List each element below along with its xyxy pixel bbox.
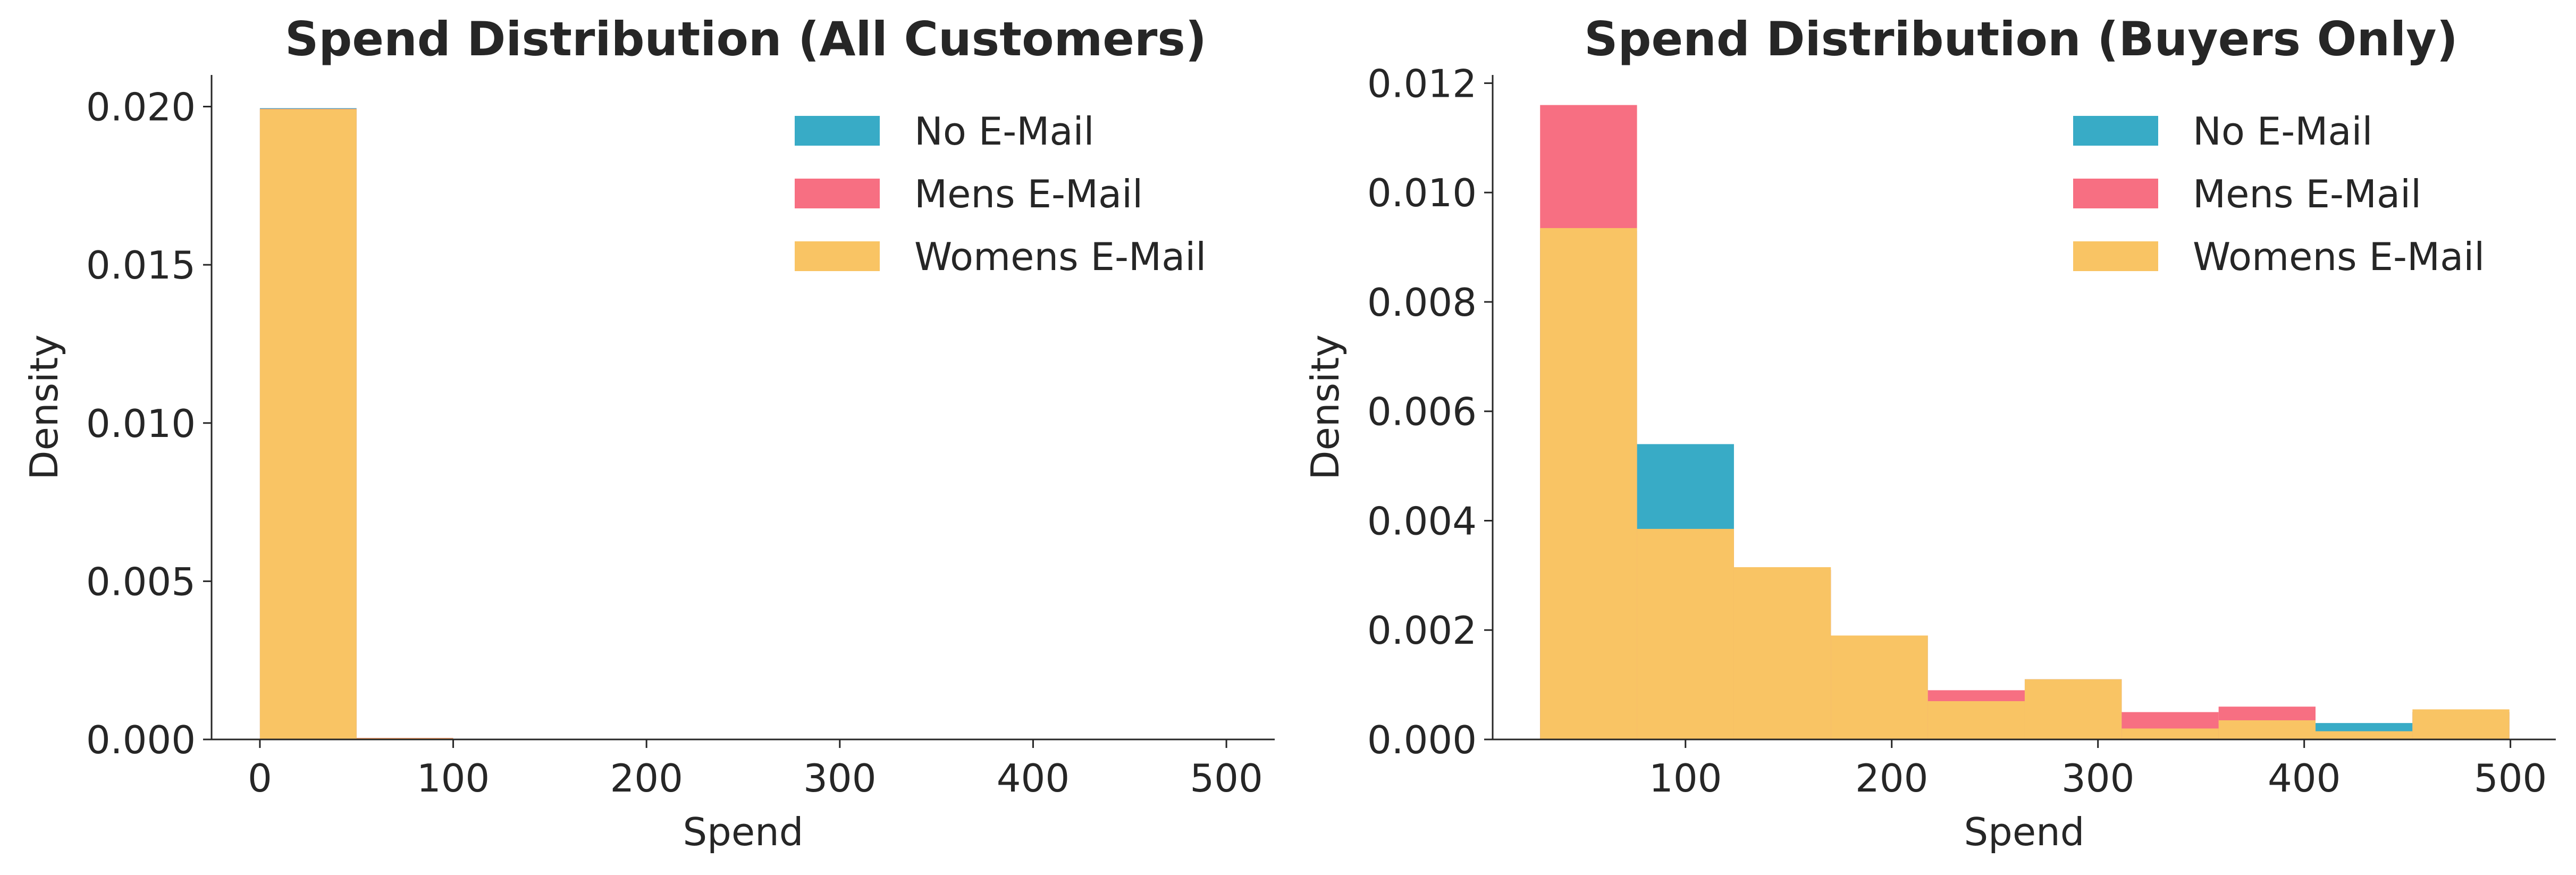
histogram-bar <box>1733 567 1831 739</box>
y-tick-label: 0.012 <box>1367 61 1477 106</box>
legend-swatch <box>795 241 880 271</box>
histogram-bar <box>259 109 357 739</box>
histogram-bar <box>1831 635 1928 739</box>
histogram-bar <box>1637 528 1734 739</box>
x-tick-label: 200 <box>1855 756 1928 801</box>
y-tick-label: 0.005 <box>86 559 196 604</box>
chart-panel-1: 0.000 0.005 0.010 0.015 0.020 0 100 200 300 400 50… <box>22 12 1275 854</box>
chart-title: Spend Distribution (Buyers Only) <box>1584 12 2458 66</box>
histogram-bar <box>2412 709 2510 739</box>
x-axis-label: Spend <box>683 810 803 854</box>
y-tick-label: 0.004 <box>1367 499 1477 543</box>
legend-label: No E-Mail <box>914 109 1095 154</box>
y-tick-label: 0.015 <box>86 243 196 288</box>
histogram-bar <box>1540 228 1637 739</box>
x-tick-label: 200 <box>610 756 683 801</box>
legend-label: Womens E-Mail <box>914 234 1206 279</box>
legend-swatch <box>795 179 880 208</box>
y-tick-label: 0.008 <box>1367 280 1477 325</box>
y-tick-label: 0.000 <box>86 718 196 762</box>
legend-swatch <box>795 116 880 146</box>
legend-swatch <box>2073 116 2158 146</box>
legend-swatch <box>2073 179 2158 208</box>
x-tick-label: 500 <box>1190 756 1262 801</box>
y-tick-label: 0.010 <box>86 401 196 446</box>
y-axis-label: Density <box>22 334 66 480</box>
series-womens-e-mail <box>1540 228 2510 739</box>
histogram-bar <box>2024 679 2122 739</box>
y-tick-label: 0.020 <box>86 85 196 130</box>
series-womens-e-mail <box>259 109 550 739</box>
legend-label: Womens E-Mail <box>2193 234 2485 279</box>
histogram-bar <box>2316 731 2413 739</box>
histogram-bar <box>1927 701 2025 739</box>
y-tick-label: 0.002 <box>1367 608 1477 653</box>
legend-swatch <box>2073 241 2158 271</box>
x-tick-label: 100 <box>417 756 490 801</box>
x-tick-label: 400 <box>997 756 1070 801</box>
legend-label: No E-Mail <box>2193 109 2373 154</box>
x-tick-label: 500 <box>2474 756 2547 801</box>
x-tick-label: 300 <box>2061 756 2134 801</box>
legend-label: Mens E-Mail <box>914 172 1143 216</box>
x-tick-label: 100 <box>1649 756 1722 801</box>
legend-label: Mens E-Mail <box>2193 172 2421 216</box>
histogram-bar <box>2218 720 2316 739</box>
x-tick-label: 400 <box>2268 756 2341 801</box>
y-axis-label: Density <box>1303 334 1348 480</box>
legend: No E-Mail Mens E-Mail Womens E-Mail <box>2073 109 2485 279</box>
y-tick-label: 0.010 <box>1367 171 1477 215</box>
y-tick-label: 0.000 <box>1367 718 1477 762</box>
x-axis-label: Spend <box>1964 810 2084 854</box>
chart-title: Spend Distribution (All Customers) <box>285 12 1207 66</box>
legend: No E-Mail Mens E-Mail Womens E-Mail <box>795 109 1206 279</box>
histogram-bar <box>2122 728 2219 739</box>
y-tick-label: 0.006 <box>1367 390 1477 434</box>
x-tick-label: 0 <box>248 756 272 801</box>
x-tick-label: 300 <box>803 756 876 801</box>
chart-panel-2: 0.000 0.002 0.004 0.006 0.008 0.010 0.012 100 20… <box>1303 12 2556 854</box>
